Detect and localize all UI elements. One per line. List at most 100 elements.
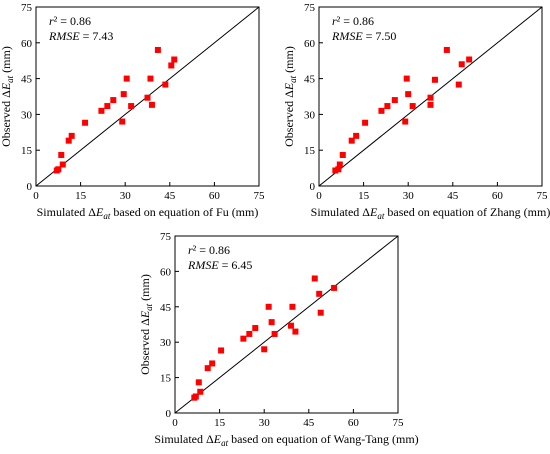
data-point [119, 118, 126, 125]
data-point [287, 322, 294, 329]
data-point [427, 101, 434, 108]
data-point [316, 290, 323, 297]
data-point [192, 393, 199, 400]
x-tick-label: 15 [214, 417, 226, 429]
data-point [195, 379, 202, 386]
y-tick-label: 75 [160, 231, 172, 243]
data-point [240, 335, 247, 342]
data-point [402, 118, 409, 125]
x-tick-label: 15 [358, 190, 370, 202]
y-tick-label: 45 [21, 74, 33, 86]
plot-frame [174, 235, 399, 414]
data-point [335, 166, 342, 173]
y-tick-label: 15 [160, 373, 172, 385]
data-point [218, 347, 225, 354]
data-point [171, 56, 178, 63]
x-tick-label: 30 [259, 417, 271, 429]
data-point [271, 330, 278, 337]
data-point [104, 103, 111, 110]
y-tick-label: 60 [304, 38, 316, 50]
data-point [252, 325, 259, 332]
data-point [268, 319, 275, 326]
data-point [455, 81, 462, 88]
x-tick-label: 15 [75, 190, 87, 202]
data-point [246, 330, 253, 337]
x-axis-label: Simulated ΔEat based on equation of Zhan… [311, 205, 550, 221]
x-tick-label: 75 [393, 417, 405, 429]
x-tick-label: 60 [348, 417, 360, 429]
data-point [289, 303, 296, 310]
data-point [128, 103, 135, 110]
y-tick-label: 45 [304, 74, 316, 86]
data-point [362, 119, 369, 126]
y-axis-label: Observed ΔEat (mm) [0, 46, 15, 147]
data-point [55, 166, 62, 173]
data-point [197, 388, 204, 395]
x-axis-label: Simulated ΔEat based on equation of Wang… [154, 432, 418, 448]
r-squared-label: r² = 0.86 [188, 243, 230, 257]
x-tick-label: 75 [537, 190, 549, 202]
data-point [431, 76, 438, 83]
x-tick-label: 60 [492, 190, 504, 202]
data-point [65, 137, 72, 144]
y-tick-label: 0 [166, 408, 172, 420]
y-tick-label: 30 [21, 109, 33, 121]
x-tick-label: 30 [120, 190, 132, 202]
data-point [353, 132, 360, 139]
data-point [144, 94, 151, 101]
data-point [391, 97, 398, 104]
rmse-label: RMSE = 7.50 [331, 29, 396, 43]
data-point [148, 101, 155, 108]
data-point [58, 151, 65, 158]
data-point [317, 309, 324, 316]
x-axis-label: Simulated ΔEat based on equation of Fu (… [37, 205, 259, 221]
data-point [403, 75, 410, 82]
data-point [209, 360, 216, 367]
data-point [110, 97, 117, 104]
rmse-label: RMSE = 7.43 [48, 29, 113, 43]
y-tick-label: 0 [27, 181, 33, 193]
data-point [123, 75, 130, 82]
x-tick-label: 0 [316, 190, 322, 202]
data-point [384, 103, 391, 110]
data-point [204, 365, 211, 372]
y-tick-label: 75 [21, 2, 33, 14]
data-point [168, 62, 175, 69]
x-tick-label: 45 [447, 190, 459, 202]
y-tick-label: 60 [160, 266, 172, 278]
y-tick-label: 45 [160, 302, 172, 314]
r-squared-label: r² = 0.86 [49, 14, 91, 28]
data-point [336, 161, 343, 168]
r-squared-label: r² = 0.86 [332, 14, 374, 28]
x-tick-label: 30 [403, 190, 415, 202]
y-tick-label: 30 [160, 337, 172, 349]
y-tick-label: 30 [304, 109, 316, 121]
y-tick-label: 75 [304, 2, 316, 14]
one-to-one-line [174, 235, 399, 414]
y-tick-label: 60 [21, 38, 33, 50]
data-point [162, 81, 169, 88]
data-point [147, 75, 154, 82]
x-tick-label: 75 [254, 190, 266, 202]
data-point [261, 346, 268, 353]
data-point [348, 137, 355, 144]
data-point [292, 328, 299, 335]
data-point [59, 161, 66, 168]
rmse-label: RMSE = 6.45 [187, 258, 252, 272]
y-axis-label: Observed ΔEat (mm) [282, 46, 298, 147]
x-tick-label: 45 [164, 190, 176, 202]
plot-frame [318, 6, 543, 187]
data-point [378, 107, 385, 114]
data-point [311, 275, 318, 282]
plot-frame [35, 6, 260, 187]
data-point [443, 46, 450, 53]
y-axis-label: Observed ΔEat (mm) [138, 274, 154, 375]
data-point [331, 284, 338, 291]
y-tick-label: 0 [310, 181, 316, 193]
data-point [68, 132, 75, 139]
data-point [427, 94, 434, 101]
data-point [154, 46, 161, 53]
data-point [82, 119, 89, 126]
